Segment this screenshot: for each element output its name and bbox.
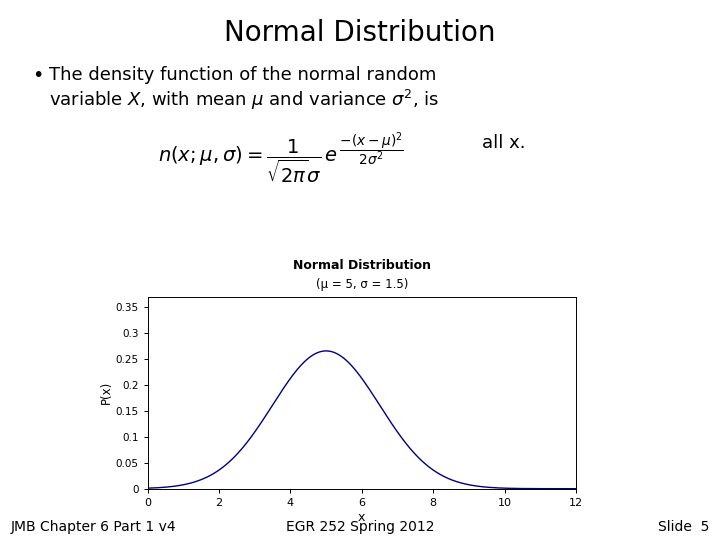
Text: JMB Chapter 6 Part 1 v4: JMB Chapter 6 Part 1 v4 [11, 519, 176, 534]
Text: all x.: all x. [482, 134, 526, 152]
Text: variable $X$, with mean $\mu$ and variance $\sigma^2$, is: variable $X$, with mean $\mu$ and varian… [49, 87, 439, 112]
Text: (μ = 5, σ = 1.5): (μ = 5, σ = 1.5) [315, 278, 408, 291]
Text: Normal Distribution: Normal Distribution [224, 19, 496, 47]
Text: EGR 252 Spring 2012: EGR 252 Spring 2012 [286, 519, 434, 534]
Text: The density function of the normal random: The density function of the normal rando… [49, 66, 436, 84]
Y-axis label: P(x): P(x) [99, 381, 112, 404]
Text: Slide  5: Slide 5 [658, 519, 709, 534]
X-axis label: x: x [358, 510, 366, 523]
Text: •: • [32, 66, 44, 85]
Text: $n(x;\mu,\sigma) = \dfrac{1}{\sqrt{2\pi}\sigma}\, e^{\,\dfrac{-(x-\mu)^2}{2\sigm: $n(x;\mu,\sigma) = \dfrac{1}{\sqrt{2\pi}… [158, 130, 405, 186]
Text: Normal Distribution: Normal Distribution [293, 259, 431, 272]
